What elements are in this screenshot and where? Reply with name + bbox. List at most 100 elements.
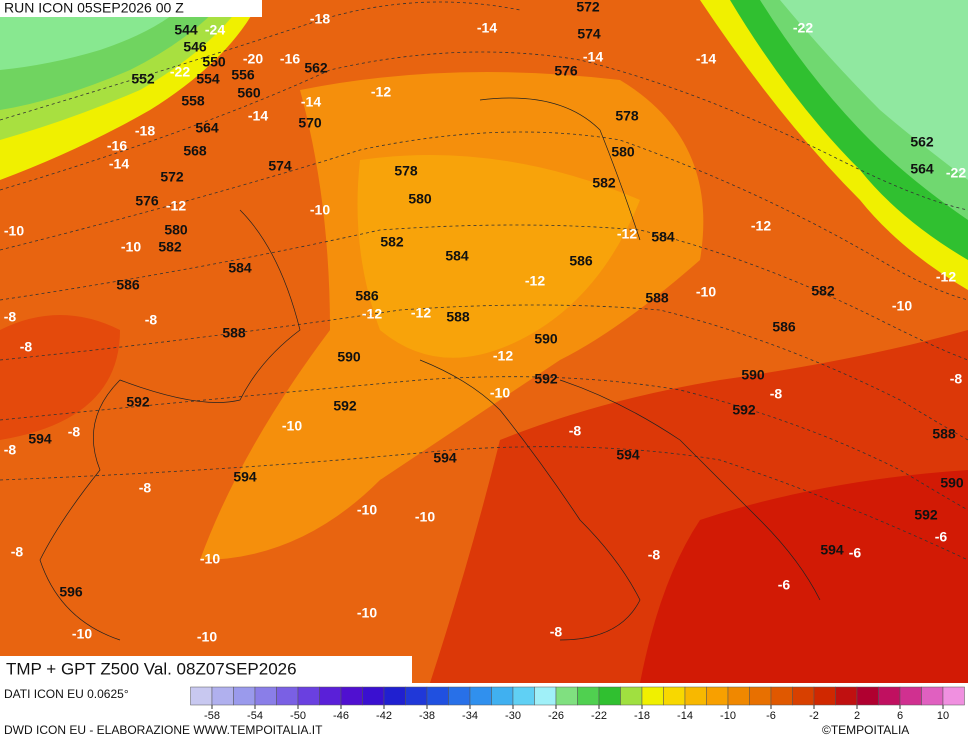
temp-label: -8 (648, 547, 661, 563)
height-label: 574 (577, 26, 601, 42)
colorbar-swatch (813, 686, 836, 706)
height-label: 588 (645, 290, 669, 306)
height-label: 562 (304, 60, 328, 76)
colorbar-label: -18 (634, 710, 650, 722)
colorbar-swatch (942, 686, 965, 706)
colorbar-label: -30 (505, 710, 521, 722)
colorbar-label: -10 (720, 710, 736, 722)
temp-label: -6 (849, 545, 862, 561)
colorbar-swatch (899, 686, 922, 706)
height-label: 586 (355, 288, 379, 304)
temp-label: -8 (20, 339, 33, 355)
height-label: 550 (202, 54, 226, 70)
height-label: 578 (615, 108, 639, 124)
temp-label: -6 (935, 529, 948, 545)
height-label: 594 (28, 431, 52, 447)
colorbar-label: 10 (937, 710, 949, 722)
temp-label: -10 (197, 629, 217, 645)
height-label: 574 (268, 158, 292, 174)
colorbar-swatch (469, 686, 492, 706)
colorbar: -58 -54 -50 -46 -42 -38 -34 -30 -26 -22 -18 -14 -10-… (190, 686, 965, 722)
colorbar-swatch (448, 686, 471, 706)
height-label: 544 (174, 22, 198, 38)
colorbar-label: 6 (897, 710, 903, 722)
colorbar-label: -54 (247, 710, 263, 722)
colorbar-swatch (921, 686, 944, 706)
height-label: 558 (181, 93, 205, 109)
copyright: ©TEMPOITALIA (822, 723, 909, 737)
colorbar-swatch (856, 686, 879, 706)
colorbar-swatch (362, 686, 385, 706)
colorbar-label: -6 (766, 710, 776, 722)
colorbar-swatch (211, 686, 234, 706)
footer-box (0, 656, 412, 683)
colorbar-swatch (620, 686, 643, 706)
colorbar-swatch (598, 686, 621, 706)
temp-label: -10 (892, 298, 912, 314)
colorbar-swatch (727, 686, 750, 706)
height-label: 586 (569, 253, 593, 269)
colorbar-label: -22 (591, 710, 607, 722)
temp-label: -12 (525, 273, 545, 289)
temp-label: -12 (936, 269, 956, 285)
colorbar-swatch (276, 686, 299, 706)
temp-label: -24 (205, 22, 225, 38)
height-label: 576 (554, 63, 578, 79)
temp-label: -12 (371, 84, 391, 100)
temp-label: -8 (4, 442, 17, 458)
header-box (0, 0, 262, 17)
colorbar-swatch (254, 686, 277, 706)
temp-label: -10 (357, 502, 377, 518)
height-label: 582 (592, 175, 616, 191)
colorbar-swatch (319, 686, 342, 706)
height-label: 594 (616, 447, 640, 463)
height-label: 564 (910, 161, 934, 177)
height-label: 588 (222, 325, 246, 341)
temp-label: -16 (280, 51, 300, 67)
height-label: 590 (940, 475, 964, 491)
colorbar-label: -38 (419, 710, 435, 722)
colorbar-label: -2 (809, 710, 819, 722)
temp-label: -18 (135, 123, 155, 139)
colorbar-swatch (663, 686, 686, 706)
height-label: 580 (611, 144, 635, 160)
colorbar-swatch (706, 686, 729, 706)
temp-label: -10 (200, 551, 220, 567)
temp-label: -14 (477, 20, 497, 36)
temp-label: -8 (11, 544, 24, 560)
colorbar-swatch (641, 686, 664, 706)
height-label: 592 (914, 507, 938, 523)
height-label: 582 (158, 239, 182, 255)
temp-label: -10 (310, 202, 330, 218)
coastlines (39, 97, 821, 641)
temp-label: -12 (411, 305, 431, 321)
colorbar-swatch (770, 686, 793, 706)
height-label: 580 (408, 191, 432, 207)
colorbar-swatch (878, 686, 901, 706)
colorbar-swatch (512, 686, 535, 706)
temp-label: -8 (569, 423, 582, 439)
height-label: 576 (135, 193, 159, 209)
colorbar-swatch (383, 686, 406, 706)
height-label: 582 (811, 283, 835, 299)
temp-label: -18 (310, 11, 330, 27)
footer-title: TMP + GPT Z500 Val. 08Z07SEP2026 (6, 659, 297, 678)
temp-label: -12 (362, 306, 382, 322)
temp-label: -12 (751, 218, 771, 234)
temp-label: -8 (145, 312, 158, 328)
temp-label: -12 (617, 226, 637, 242)
colorbar-label: -58 (204, 710, 220, 722)
height-label: 572 (576, 0, 600, 15)
colorbar-label: -26 (548, 710, 564, 722)
height-label: 592 (333, 398, 357, 414)
temp-label: -10 (357, 605, 377, 621)
height-label: 594 (233, 469, 257, 485)
colorbar-label: -50 (290, 710, 306, 722)
height-label: 556 (231, 67, 255, 83)
height-label: 554 (196, 71, 220, 87)
temp-label: -14 (301, 94, 321, 110)
height-label: 572 (160, 169, 184, 185)
temp-label: -22 (170, 64, 190, 80)
